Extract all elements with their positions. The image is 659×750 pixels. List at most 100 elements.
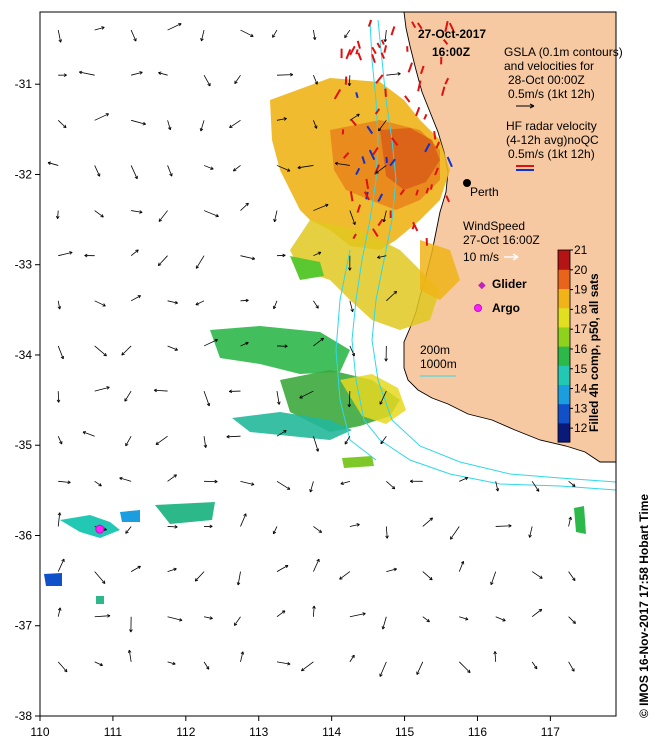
arrow-head [251, 33, 254, 37]
arrow-vector-icon [349, 345, 355, 357]
colorbar-segment [558, 264, 570, 270]
hf-vector [355, 92, 359, 99]
colorbar-tick-label: 14 [574, 382, 588, 396]
arrow-vector-icon [276, 391, 280, 405]
hf-vector [434, 167, 439, 176]
hf-vector [415, 189, 419, 196]
arrow-head [384, 358, 387, 362]
hf-vector [441, 86, 446, 96]
arrow-head [356, 523, 360, 525]
arrow-head [142, 123, 146, 126]
colorbar-segment [558, 331, 570, 337]
arrow-head [124, 399, 128, 402]
arrow-vector-icon [380, 435, 387, 445]
arrow-head [352, 308, 354, 312]
arrow-head [284, 345, 288, 349]
arrow-head [536, 489, 540, 492]
arrow-head [157, 262, 160, 266]
arrow-head [427, 618, 430, 622]
arrow-head [273, 531, 277, 535]
arrow-vector-icon [273, 300, 278, 310]
arrow-head [286, 565, 289, 569]
arrow-vector-icon [195, 255, 205, 269]
arrow-head [339, 576, 342, 580]
arrow-head [234, 81, 238, 84]
arrow-vector-icon [348, 75, 351, 86]
arrow-head [529, 534, 532, 538]
x-tick-label: 110 [30, 725, 49, 739]
arrow-head [127, 649, 130, 654]
arrow-head [251, 484, 255, 486]
hf-vector [416, 22, 423, 30]
arrow-head [174, 302, 178, 305]
arrow-head [397, 72, 401, 74]
arrow-vector-icon [57, 512, 61, 527]
arrow-head [101, 26, 105, 28]
colorbar-segment [558, 403, 570, 409]
arrow-head [58, 399, 61, 403]
gsla-legend-line1: GSLA (0.1m contours) [504, 45, 623, 59]
colorbar-tick-label: 12 [574, 421, 588, 435]
hf-vector [361, 156, 366, 164]
hf-legend-line2: (4-12h avg)noQC [506, 133, 599, 147]
arrow-head [349, 83, 352, 87]
arrow-vector-icon [94, 345, 107, 357]
wind-scale-arrow-icon [504, 253, 519, 261]
arrow-head [429, 517, 433, 519]
city-dot-icon [463, 179, 471, 187]
arrow-vector-icon [568, 661, 575, 672]
arrow-vector-icon [57, 120, 67, 129]
arrow-head [382, 219, 385, 223]
arrow-head [175, 347, 178, 351]
arrow-head [572, 485, 576, 487]
arrow-vector-icon [94, 481, 102, 487]
arrow-head [130, 629, 133, 633]
arrow-head [273, 218, 275, 222]
arrow-vector-icon [272, 29, 278, 38]
arrow-vector-icon [568, 516, 572, 527]
arrow-vector-icon [529, 526, 533, 538]
colorbar-segment [558, 384, 570, 390]
hf-vector [368, 149, 376, 161]
arrow-vector-icon [240, 651, 244, 662]
arrow-vector-icon [125, 436, 132, 447]
arrow-head [69, 252, 73, 255]
arrow-vector-icon [203, 390, 210, 407]
arrow-head [200, 128, 204, 132]
colorbar-segment [558, 346, 570, 352]
arrow-head [121, 352, 124, 356]
arrow-head [335, 161, 339, 164]
colorbar-tick-label: 19 [574, 283, 588, 297]
arrow-head [125, 531, 129, 534]
arrow-head [410, 480, 414, 484]
arrow-head [245, 299, 249, 303]
arrow-vector-icon [158, 255, 168, 266]
arrow-head [314, 82, 318, 85]
arrow-vector-icon [233, 165, 241, 172]
arrow-vector-icon [340, 480, 350, 485]
hf-vector [380, 52, 386, 60]
arrow-head [273, 306, 277, 310]
arrow-head [214, 481, 218, 484]
hf-legend: HF radar velocity (4-12h avg)noQC 0.5m/s… [506, 119, 599, 171]
hf-vector [424, 143, 431, 153]
colorbar-segment [558, 418, 570, 424]
hf-vector [356, 40, 361, 49]
hf-vector [345, 49, 352, 60]
hf-vector [342, 151, 350, 159]
arrow-vector-icon [201, 29, 205, 42]
argo-circle-icon [474, 304, 482, 312]
arrow-head [237, 582, 241, 586]
arrow-head [103, 303, 106, 307]
colorbar-segment [558, 298, 570, 304]
arrow-vector-icon [94, 300, 106, 307]
arrow-head [251, 482, 255, 485]
arrow-vector-icon [94, 386, 110, 392]
arrow-head [107, 614, 111, 617]
arrow-head [309, 489, 311, 493]
arrow-vector-icon [47, 162, 59, 166]
arrow-vector-icon [276, 165, 291, 172]
arrow-vector-icon [131, 71, 143, 76]
arrow-head [179, 620, 183, 622]
arrow-head [143, 121, 146, 125]
